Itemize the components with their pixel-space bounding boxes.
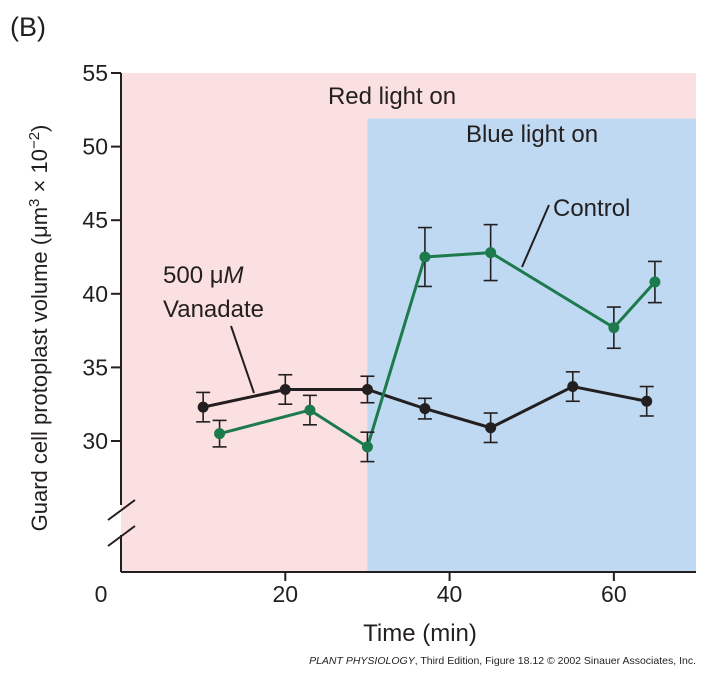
- control-data-point: [485, 247, 497, 259]
- x-tick-label: 0: [95, 581, 108, 607]
- y-tick-label: 45: [82, 207, 108, 233]
- x-tick-label: 20: [272, 581, 298, 607]
- y-tick-label: 40: [82, 281, 108, 307]
- y-tick-label: 50: [82, 134, 108, 160]
- x-tick-label: 60: [601, 581, 627, 607]
- y-tick-label: 55: [82, 60, 108, 86]
- credit-book-title: PLANT PHYSIOLOGY: [309, 655, 415, 667]
- vanadate-series-label-line2: Vanadate: [163, 296, 264, 323]
- control-data-point: [361, 441, 373, 453]
- control-series-label: Control: [553, 195, 630, 222]
- vanadate-data-point: [567, 381, 579, 393]
- axis-break-mark-lower: [107, 525, 136, 547]
- axis-break-mark-upper: [107, 499, 136, 521]
- control-data-point: [608, 322, 620, 334]
- light-regions: [121, 73, 696, 572]
- control-data-point: [304, 404, 316, 416]
- control-data-point: [649, 276, 661, 288]
- blue-light-region: [367, 118, 696, 572]
- vanadate-data-point: [279, 383, 291, 395]
- series-group: [196, 223, 662, 463]
- red-light-label: Red light on: [328, 83, 456, 110]
- figure-credit: PLANT PHYSIOLOGY, Third Edition, Figure …: [309, 655, 696, 667]
- chart-labels: Red light on Blue light on 500 μM Vanadate C…: [163, 83, 630, 394]
- vanadate-series-label: 500 μM: [163, 262, 244, 289]
- vanadate-leader-line: [230, 325, 255, 394]
- x-axis-label: Time (min): [363, 620, 477, 647]
- y-tick-label: 30: [82, 428, 108, 454]
- control-leader-line: [521, 204, 550, 268]
- y-axis-label: Guard cell protoplast volume (μm3 × 10−2…: [26, 125, 53, 532]
- vanadate-data-point: [641, 395, 653, 407]
- credit-text: , Third Edition, Figure 18.12 © 2002 Sin…: [414, 655, 696, 667]
- vanadate-data-point: [197, 401, 209, 413]
- vanadate-data-point: [361, 383, 373, 395]
- y-tick-label: 35: [82, 354, 108, 380]
- panel-label: (B): [10, 12, 46, 42]
- axes: 30 35 40 45 50 55 0 20 40 60 Time (min) Guard cell …: [26, 60, 696, 647]
- blue-light-label: Blue light on: [466, 121, 598, 148]
- vanadate-data-point: [485, 422, 497, 434]
- x-tick-label: 40: [437, 581, 463, 607]
- control-data-point: [214, 428, 226, 440]
- control-data-point: [419, 251, 431, 263]
- vanadate-data-point: [419, 403, 431, 415]
